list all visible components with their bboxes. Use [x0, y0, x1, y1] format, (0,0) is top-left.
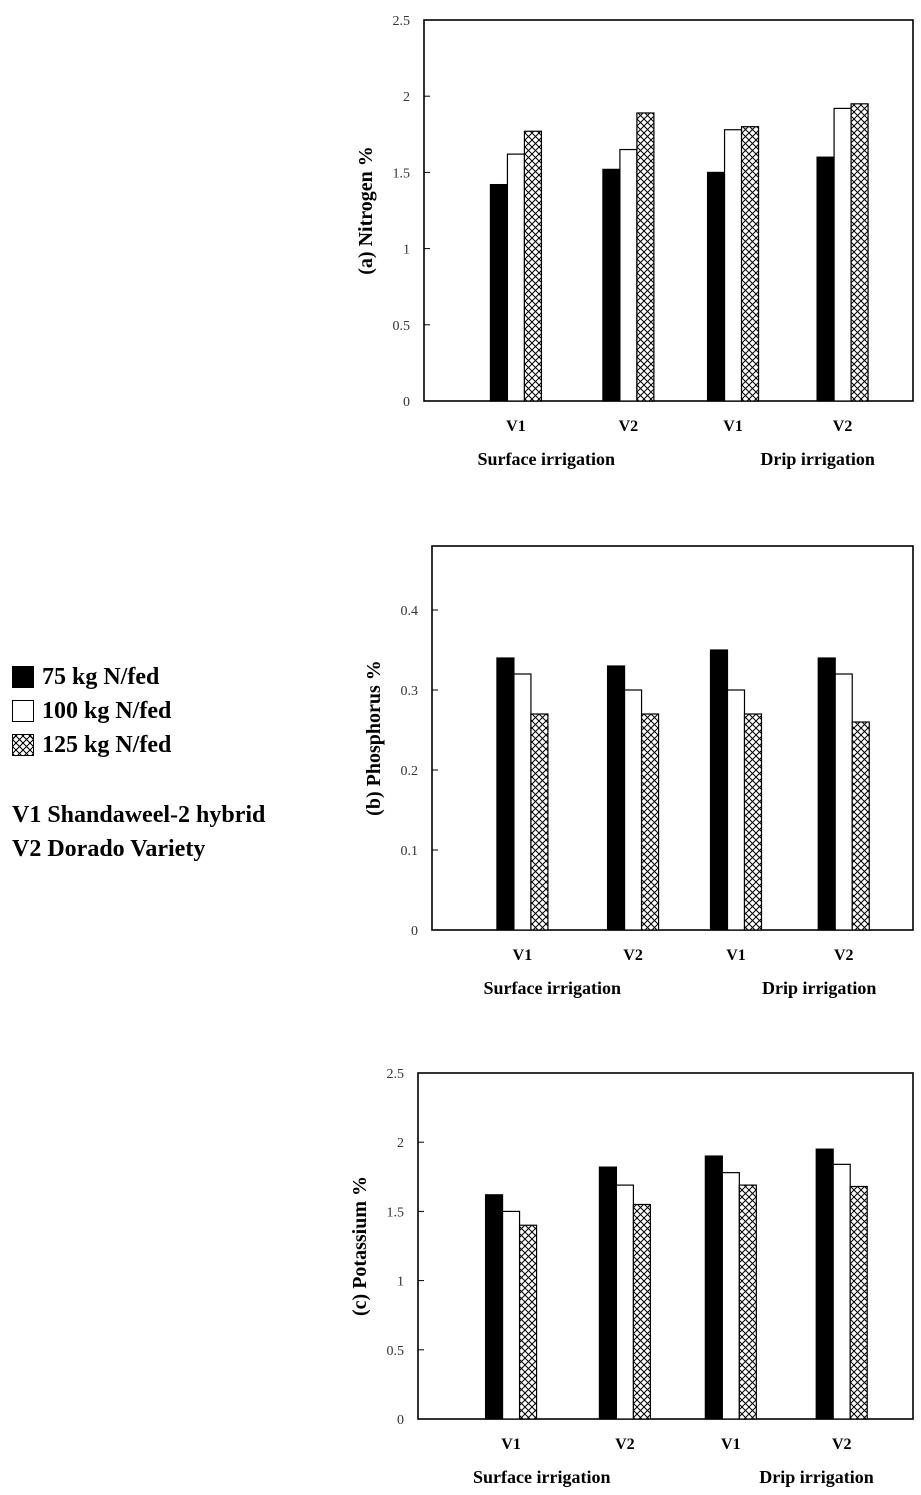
bar-100kg [615, 1184, 635, 1420]
bar-100kg [723, 129, 743, 402]
group-label: Drip irrigation [762, 978, 877, 998]
bar-75kg [602, 168, 621, 402]
solid-swatch-icon [12, 666, 34, 688]
x-tick-label: V1 [501, 1436, 521, 1453]
variety-label: V1 Shandaweel-2 hybrid [12, 802, 266, 828]
bar-125kg [518, 1224, 538, 1420]
bar-100kg [623, 689, 643, 931]
y-tick-label: 0.5 [387, 1344, 405, 1359]
x-tick-label: V1 [723, 418, 743, 435]
legend-item: 75 kg N/fed [12, 660, 171, 694]
y-tick-label: 1 [397, 1275, 404, 1290]
y-tick-label: 2 [397, 1136, 404, 1151]
plot-frame [417, 1072, 914, 1420]
x-tick-label: V1 [513, 947, 533, 964]
y-axis-label: (a) Nitrogen % [355, 146, 377, 275]
y-axis-label: (c) Potassium % [349, 1176, 371, 1316]
group-label: Surface irrigation [478, 449, 615, 469]
bar-75kg [598, 1166, 618, 1420]
x-tick-label: V2 [615, 1436, 635, 1453]
bar-75kg [817, 657, 836, 931]
bar-125kg [850, 103, 869, 402]
bar-75kg [489, 183, 509, 402]
phosphorus-chart: 00.10.20.30.4(b) Phosphorus %V1 V2 V1 V2Sur… [363, 545, 914, 998]
y-tick-label: 0 [397, 1413, 404, 1428]
bar-100kg [833, 107, 852, 402]
legend-label: 75 kg N/fed [42, 664, 160, 690]
y-tick-label: 2.5 [393, 14, 411, 29]
y-tick-label: 0.5 [393, 319, 411, 334]
x-tick-label: V1 [721, 1436, 741, 1453]
bar-125kg [530, 713, 549, 931]
y-tick-label: 0 [411, 924, 418, 939]
bar-125kg [851, 721, 870, 931]
bar-125kg [523, 130, 543, 402]
variety-legend: V1 Shandaweel-2 hybrid V2 Dorado Variety [12, 798, 265, 866]
group-label: Surface irrigation [484, 978, 621, 998]
nitrogen-chart: 00.511.522.5(a) Nitrogen %V1 V2 V1 V2Surfac… [355, 14, 914, 469]
potassium-chart: 0 0.5 1 1.5 2 2.5 (c) Potassium % V1 V2 V1 V2 Surfa… [349, 1067, 914, 1487]
fertilizer-legend: 75 kg N/fed 100 kg N/fed 125 kg N/fed [12, 660, 171, 762]
bar-125kg [740, 126, 760, 402]
y-tick-label: 1.5 [387, 1205, 405, 1220]
x-tick-label: V1 [726, 947, 746, 964]
bar-100kg [721, 1172, 740, 1420]
legend-item: 100 kg N/fed [12, 694, 171, 728]
bar-100kg [834, 673, 853, 931]
bar-125kg [632, 1203, 652, 1420]
bar-75kg [484, 1194, 504, 1420]
legend-item: 125 kg N/fed [12, 728, 171, 762]
variety-label: V2 Dorado Variety [12, 836, 206, 862]
bar-125kg [636, 112, 655, 402]
crosshatch-swatch-icon [12, 734, 34, 756]
bar-100kg [501, 1210, 521, 1420]
group-label: Drip irrigation [760, 449, 875, 469]
bar-75kg [606, 665, 626, 931]
legend-label: 100 kg N/fed [42, 698, 172, 724]
plot-frame [423, 19, 914, 402]
bar-75kg [816, 156, 835, 402]
y-tick-label: 0.3 [401, 684, 419, 699]
plot-frame [431, 545, 914, 931]
bar-125kg [849, 1185, 868, 1420]
y-tick-label: 0.4 [401, 604, 419, 619]
x-tick-label: V2 [833, 418, 853, 435]
bar-125kg [743, 713, 763, 931]
bar-125kg [738, 1184, 757, 1420]
y-tick-label: 2.5 [387, 1067, 405, 1082]
bar-75kg [706, 171, 726, 402]
bar-75kg [815, 1148, 834, 1420]
y-tick-label: 2 [403, 90, 410, 105]
y-tick-label: 0.2 [401, 764, 419, 779]
open-swatch-icon [12, 700, 34, 722]
group-label: Surface irrigation [473, 1467, 610, 1487]
y-axis-label: (b) Phosphorus % [363, 660, 385, 816]
bar-100kg [506, 153, 526, 402]
x-tick-label: V2 [834, 947, 854, 964]
bar-100kg [726, 689, 746, 931]
y-tick-label: 0.1 [401, 844, 419, 859]
bar-100kg [619, 148, 638, 402]
bar-75kg [704, 1155, 723, 1420]
x-tick-label: V2 [832, 1436, 852, 1453]
bar-125kg [640, 713, 660, 931]
y-tick-label: 1.5 [393, 166, 411, 181]
group-label: Drip irrigation [759, 1467, 874, 1487]
bar-100kg [513, 673, 532, 931]
y-tick-label: 0 [403, 395, 410, 410]
x-tick-label: V2 [619, 418, 639, 435]
legend-label: 125 kg N/fed [42, 732, 172, 758]
x-tick-label: V1 [506, 418, 526, 435]
y-tick-label: 1 [403, 243, 410, 258]
x-tick-label: V2 [623, 947, 643, 964]
bar-75kg [709, 649, 729, 931]
bar-100kg [832, 1163, 851, 1420]
bar-75kg [496, 657, 515, 931]
